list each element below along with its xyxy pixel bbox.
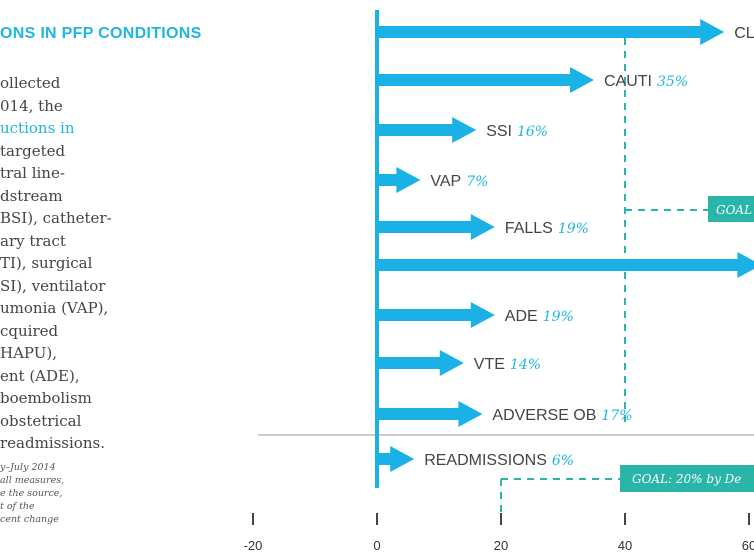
bar-label: ADE: [505, 308, 538, 325]
body-line: BSI), catheter-: [0, 209, 112, 227]
bar-value-label: 35%: [657, 74, 688, 90]
bar-arrow-vte: [377, 350, 464, 376]
body-line: HAPU),: [0, 344, 58, 362]
body-text: ollected 014, the uctions in targeted tral l…: [0, 72, 170, 455]
body-line: umonia (VAP),: [0, 299, 109, 317]
x-tick-label: 60: [742, 538, 754, 553]
bar-label: VTE: [474, 356, 505, 373]
bar-arrow-vap: [377, 167, 421, 193]
body-line: dstream: [0, 186, 63, 205]
body-line: ary tract: [0, 231, 66, 250]
body-line: ent (ADE),: [0, 366, 80, 385]
goal-box-readmissions: [620, 465, 754, 492]
bar-label: VAP: [430, 173, 461, 190]
footnote: y–July 2014 all measures, e the source, t o…: [0, 461, 64, 526]
bar-label: FALLS: [505, 220, 553, 237]
bar-arrow-ssi: [377, 117, 477, 143]
bar-label: SSI: [486, 123, 512, 140]
body-line: obstetrical: [0, 411, 82, 430]
x-tick-label: 40: [618, 538, 632, 553]
bar-arrow-falls: [377, 214, 495, 240]
bar-value-label: 19%: [543, 309, 574, 325]
bar-arrow-readmissions: [377, 446, 415, 472]
bar-arrow-cl: [377, 19, 725, 45]
note-line: y–July 2014: [0, 462, 56, 473]
bar-value-label: 7%: [466, 174, 488, 190]
body-line: tral line-: [0, 164, 65, 182]
body-line: ollected: [0, 74, 61, 92]
x-tick-label: 20: [494, 538, 508, 553]
section-heading: ONS IN PFP CONDITIONS: [0, 25, 202, 42]
body-line: 014, the: [0, 96, 63, 115]
body-line: readmissions.: [0, 434, 105, 452]
note-line: all measures,: [0, 475, 65, 486]
bar-label: CAUTI: [604, 73, 652, 90]
note-line: cent change: [0, 514, 59, 525]
body-line: uctions in: [0, 119, 75, 137]
note-line: t of the: [0, 501, 35, 512]
bar-value-label: 16%: [517, 124, 548, 140]
body-line: TI), surgical: [0, 254, 93, 272]
body-line: boembolism: [0, 389, 92, 407]
bar-label: ADVERSE OB: [492, 407, 596, 424]
body-line: cquired: [0, 321, 59, 340]
bar-value-label: 19%: [558, 221, 589, 237]
bar-value-label: 17%: [601, 408, 632, 424]
x-tick-label: -20: [244, 538, 263, 553]
goal-box: [708, 196, 754, 222]
bar-arrow-ade: [377, 302, 495, 328]
x-tick-label: 0: [373, 538, 380, 553]
bar-value-label: 6%: [552, 453, 574, 469]
bar-label: READMISSIONS: [424, 452, 547, 469]
goal-label-readmissions: GOAL: 20% by De: [632, 472, 741, 486]
bar-arrow-adverse-ob: [377, 401, 483, 427]
body-line: targeted: [0, 141, 66, 160]
note-line: e the source,: [0, 488, 63, 499]
body-line: SI), ventilator: [0, 276, 106, 295]
goal-label: GOAL: [716, 203, 752, 217]
bar-arrow-unlabeled: [377, 252, 754, 278]
bar-label: CL: [734, 25, 754, 42]
bar-value-label: 14%: [510, 357, 541, 373]
bar-arrow-cauti: [377, 67, 594, 93]
